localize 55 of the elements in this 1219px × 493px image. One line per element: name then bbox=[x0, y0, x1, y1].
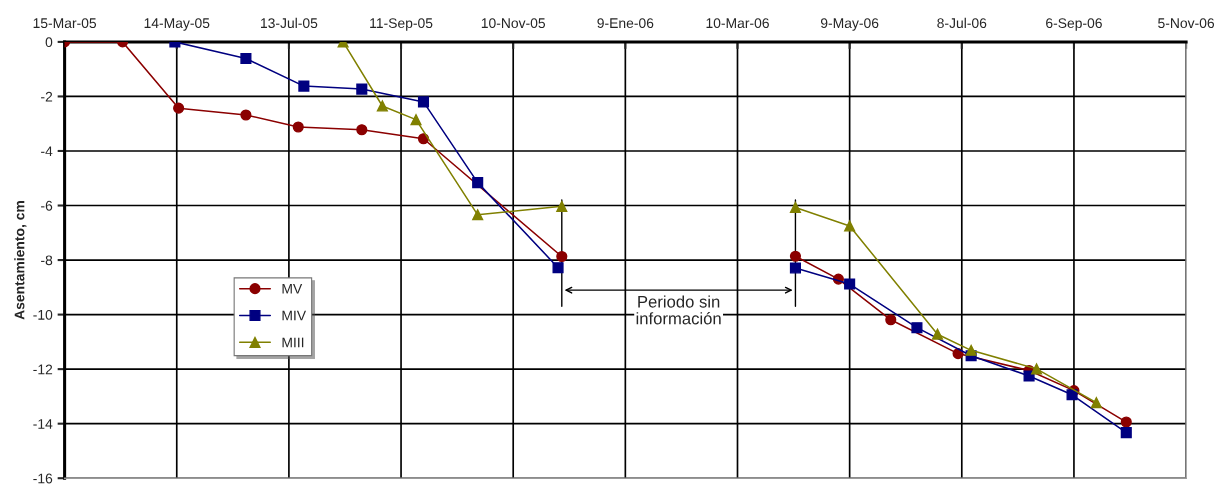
y-tick-label: -14 bbox=[33, 419, 53, 429]
y-tick-label: -16 bbox=[33, 473, 53, 484]
point bbox=[410, 114, 422, 126]
point bbox=[1031, 363, 1043, 375]
point bbox=[356, 124, 368, 136]
x-tick-label: 10-Nov-05 bbox=[481, 18, 546, 29]
annotation: Periodo sin información bbox=[636, 295, 721, 325]
point bbox=[911, 322, 923, 334]
y-axis-title: Asentamiento, cm bbox=[14, 201, 27, 320]
x-tick-label: 10-Mar-06 bbox=[706, 18, 769, 29]
y-tick-label: -10 bbox=[33, 309, 53, 320]
point bbox=[1023, 370, 1035, 382]
point bbox=[931, 328, 944, 340]
y-tick-label: -2 bbox=[41, 91, 53, 102]
x-tick-label: 8-Jul-06 bbox=[937, 17, 987, 29]
x-tick-label: 13-Jul-05 bbox=[261, 17, 318, 29]
point bbox=[240, 109, 252, 121]
legend-label: MIV bbox=[282, 310, 307, 321]
point bbox=[173, 102, 185, 114]
point bbox=[376, 100, 388, 112]
point bbox=[789, 262, 801, 274]
point bbox=[1120, 416, 1132, 428]
point bbox=[556, 250, 568, 263]
point bbox=[885, 314, 897, 326]
point bbox=[552, 262, 564, 274]
point bbox=[556, 200, 568, 212]
point bbox=[1090, 397, 1102, 409]
point bbox=[356, 83, 368, 95]
point bbox=[240, 52, 252, 65]
point bbox=[844, 278, 856, 290]
legend-label: MV bbox=[282, 283, 303, 294]
y-tick-label: -12 bbox=[33, 364, 53, 375]
x-tick-label: 5-Nov-06 bbox=[1158, 18, 1215, 29]
x-tick-label: 14-May-05 bbox=[144, 18, 210, 31]
x-tick-label: 6-Sep-06 bbox=[1046, 18, 1102, 31]
y-tick-label: -6 bbox=[41, 200, 53, 211]
x-tick-label: 9-Ene-06 bbox=[597, 18, 654, 29]
point bbox=[1066, 389, 1078, 401]
point bbox=[292, 121, 304, 133]
point bbox=[965, 344, 977, 356]
legend-label: MIII bbox=[282, 337, 304, 348]
y-tick-label: -8 bbox=[41, 255, 53, 266]
point bbox=[789, 201, 801, 213]
point bbox=[417, 96, 430, 108]
x-tick-label: 11-Sep-05 bbox=[370, 18, 433, 31]
point bbox=[472, 209, 484, 221]
point bbox=[844, 220, 856, 232]
y-tick-label: 0 bbox=[45, 37, 53, 48]
point bbox=[1120, 427, 1132, 439]
point bbox=[789, 250, 801, 262]
point bbox=[472, 177, 484, 189]
x-tick-label: 15-Mar-05 bbox=[33, 18, 97, 29]
point bbox=[298, 80, 310, 92]
y-tick-label: -4 bbox=[41, 146, 53, 157]
x-tick-label: 9-May-06 bbox=[820, 18, 879, 31]
